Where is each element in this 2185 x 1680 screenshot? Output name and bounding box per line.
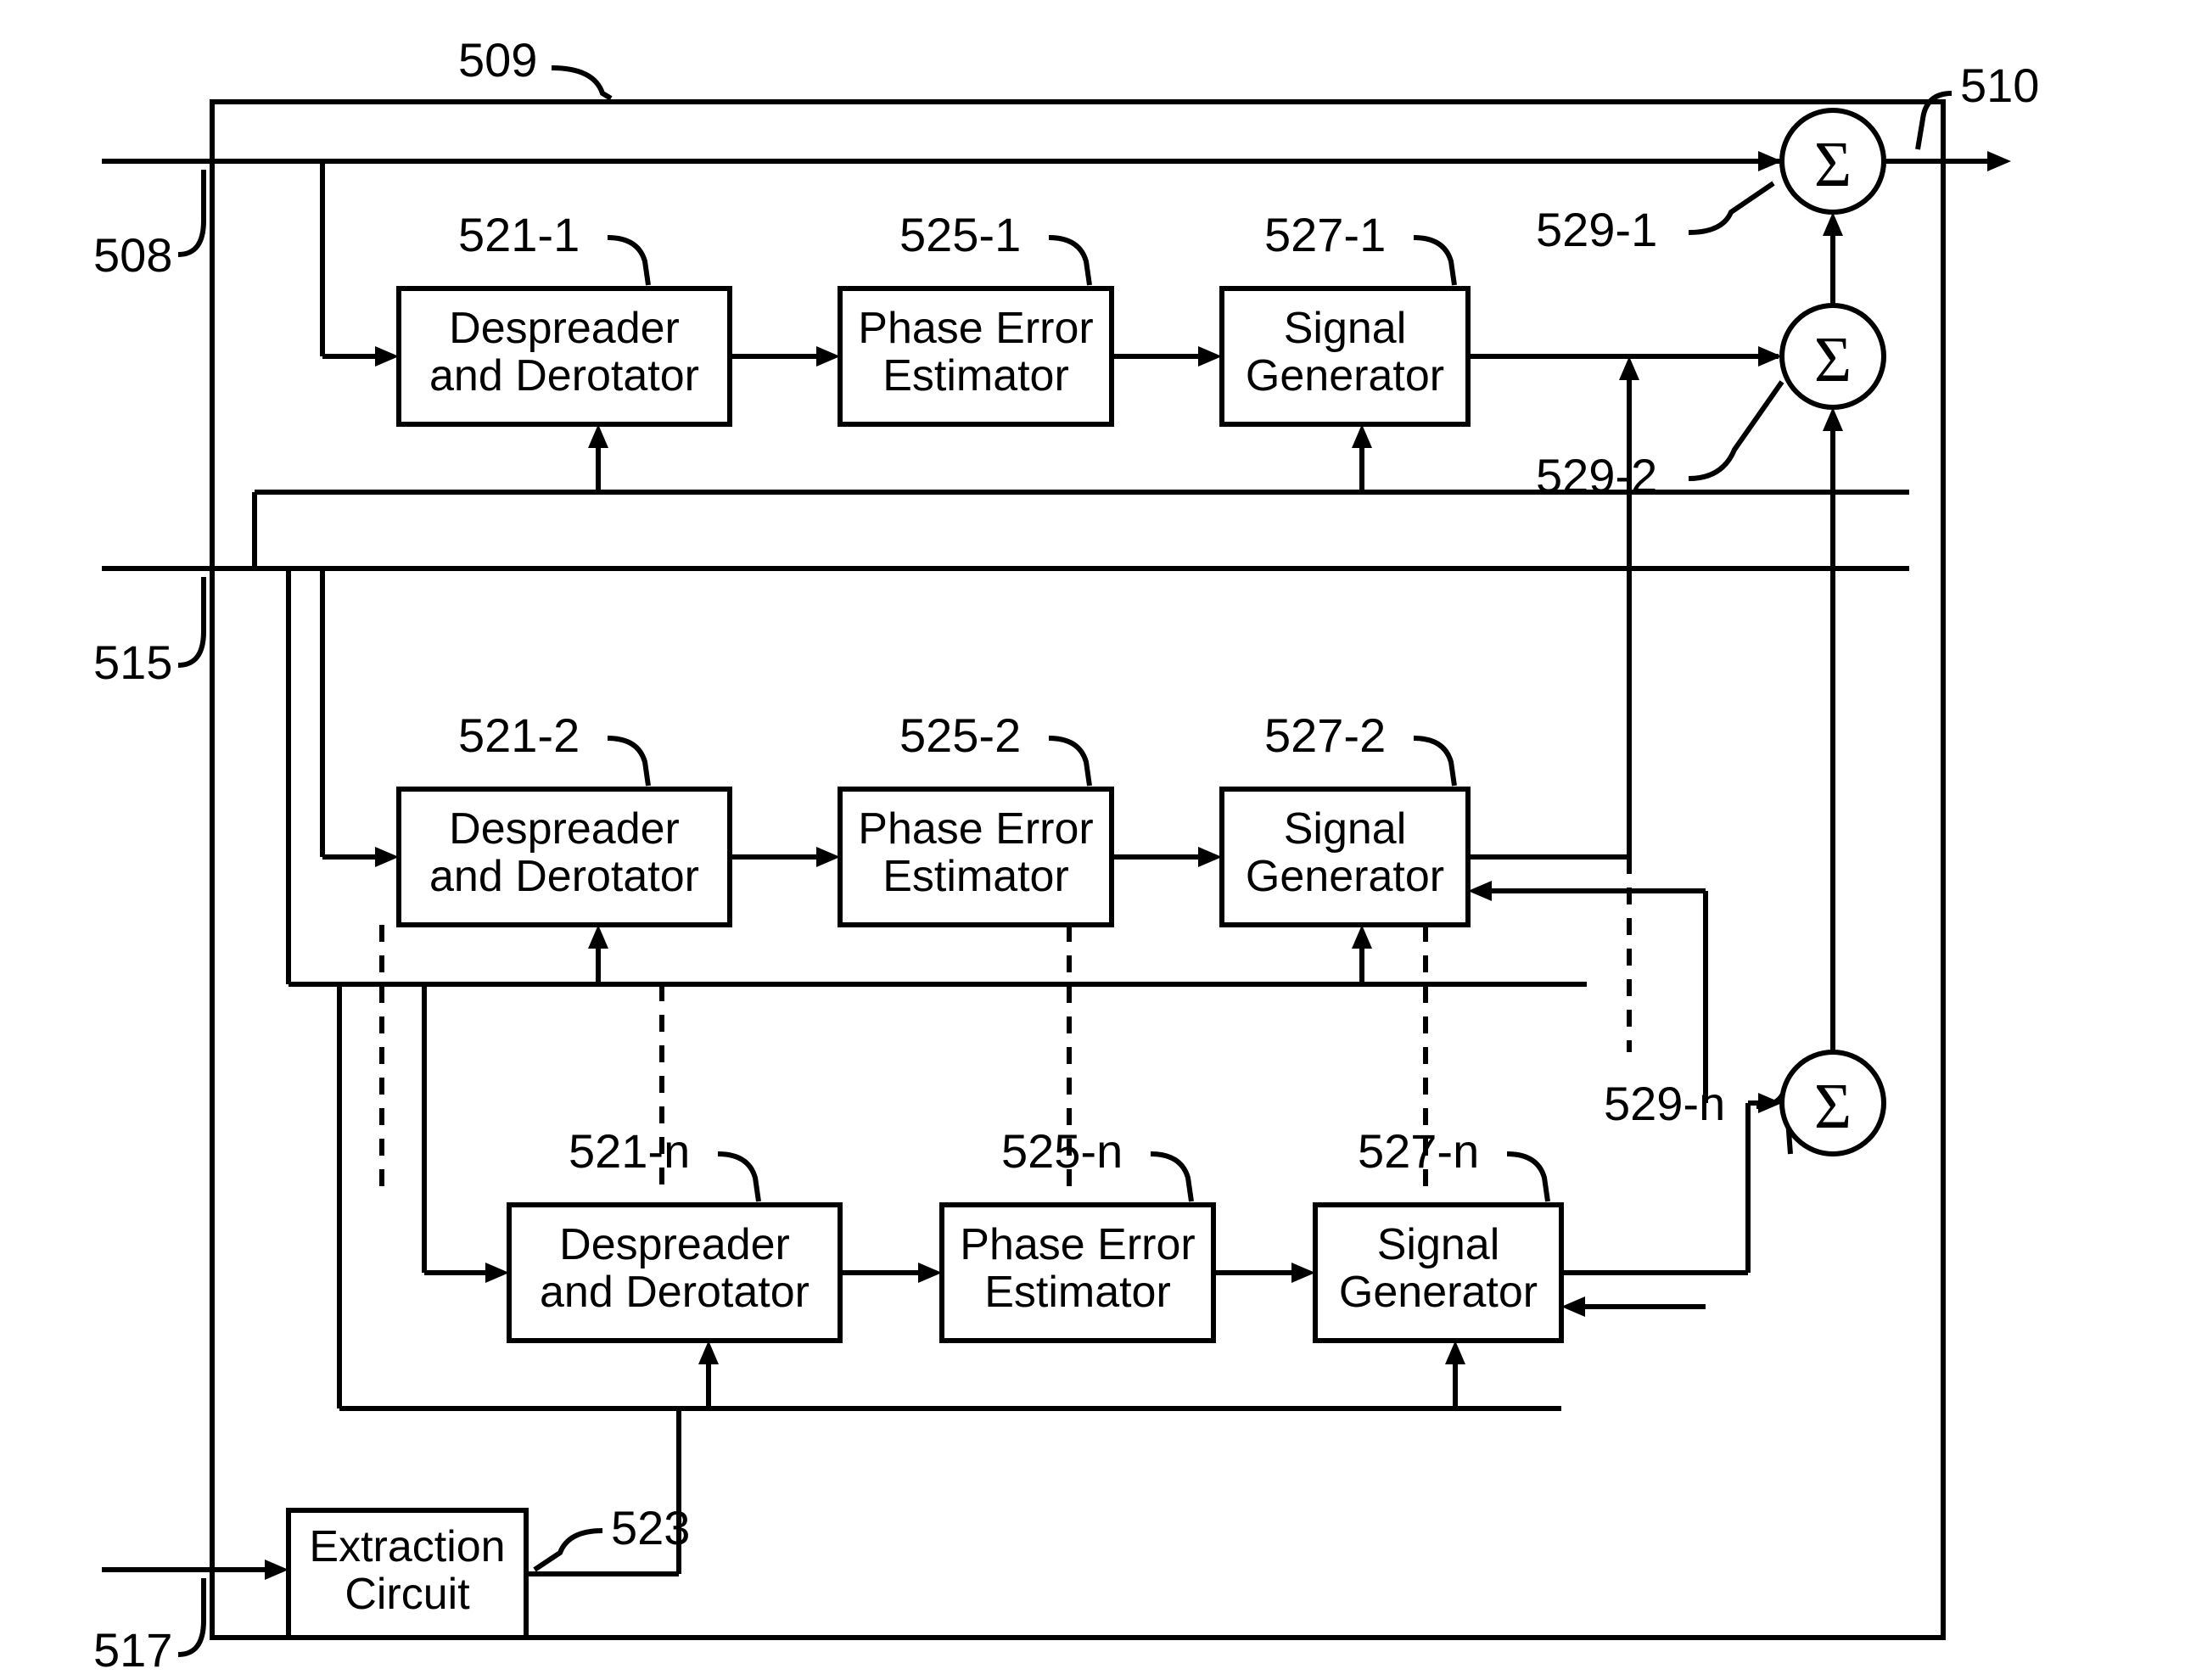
- svg-text:Phase Error: Phase Error: [858, 304, 1093, 353]
- svg-text:Estimator: Estimator: [984, 1268, 1171, 1317]
- svg-text:and Derotator: and Derotator: [429, 351, 699, 400]
- svg-text:517: 517: [93, 1623, 172, 1677]
- svg-text:515: 515: [93, 636, 172, 689]
- svg-text:Despreader: Despreader: [449, 804, 680, 854]
- svg-text:Generator: Generator: [1246, 852, 1444, 901]
- svg-text:521-1: 521-1: [458, 208, 580, 261]
- svg-text:525-2: 525-2: [899, 708, 1021, 762]
- svg-text:525-n: 525-n: [1001, 1124, 1123, 1178]
- svg-text:and Derotator: and Derotator: [429, 852, 699, 901]
- svg-text:521-2: 521-2: [458, 708, 580, 762]
- svg-text:Extraction: Extraction: [309, 1522, 505, 1571]
- svg-text:527-1: 527-1: [1264, 208, 1386, 261]
- svg-text:Generator: Generator: [1246, 351, 1444, 400]
- svg-text:525-1: 525-1: [899, 208, 1021, 261]
- svg-text:Phase Error: Phase Error: [858, 804, 1093, 854]
- svg-text:Σ: Σ: [1814, 129, 1852, 200]
- svg-text:529-2: 529-2: [1536, 449, 1657, 502]
- svg-text:Estimator: Estimator: [882, 351, 1069, 400]
- svg-text:Signal: Signal: [1377, 1220, 1500, 1269]
- svg-text:529-1: 529-1: [1536, 203, 1657, 256]
- svg-text:Despreader: Despreader: [449, 304, 680, 353]
- svg-text:527-n: 527-n: [1358, 1124, 1479, 1178]
- svg-text:Phase Error: Phase Error: [960, 1220, 1195, 1269]
- svg-text:527-2: 527-2: [1264, 708, 1386, 762]
- svg-text:521-n: 521-n: [569, 1124, 690, 1178]
- svg-text:Despreader: Despreader: [559, 1220, 790, 1269]
- svg-text:Σ: Σ: [1814, 324, 1852, 395]
- svg-text:Generator: Generator: [1339, 1268, 1538, 1317]
- svg-text:Σ: Σ: [1814, 1071, 1852, 1142]
- svg-text:510: 510: [1960, 59, 2039, 112]
- svg-text:and Derotator: and Derotator: [540, 1268, 810, 1317]
- svg-text:509: 509: [458, 33, 537, 87]
- svg-text:Signal: Signal: [1284, 804, 1407, 854]
- svg-text:Estimator: Estimator: [882, 852, 1069, 901]
- svg-text:Circuit: Circuit: [345, 1570, 470, 1619]
- svg-text:529-n: 529-n: [1604, 1077, 1725, 1130]
- svg-text:508: 508: [93, 228, 172, 282]
- svg-text:Signal: Signal: [1284, 304, 1407, 353]
